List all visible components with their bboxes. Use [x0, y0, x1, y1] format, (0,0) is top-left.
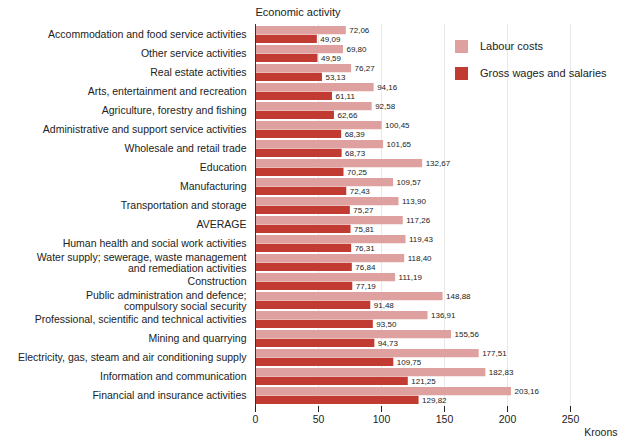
svg-text:92,58: 92,58 [375, 102, 396, 111]
svg-text:76,31: 76,31 [355, 244, 376, 253]
svg-text:177,51: 177,51 [482, 349, 507, 358]
svg-text:100: 100 [373, 413, 391, 425]
svg-text:Mining and quarrying: Mining and quarrying [148, 332, 246, 344]
svg-text:117,26: 117,26 [406, 216, 430, 225]
svg-text:70,25: 70,25 [347, 168, 368, 177]
html-text:Gross wages and salaries: Gross wages and salaries [480, 67, 607, 79]
svg-text:182,83: 182,83 [489, 368, 514, 377]
svg-text:250: 250 [562, 413, 580, 425]
svg-text:203,16: 203,16 [514, 387, 539, 396]
svg-text:100,45: 100,45 [385, 121, 410, 130]
svg-text:101,65: 101,65 [387, 140, 412, 149]
svg-text:Real estate activities: Real estate activities [150, 66, 246, 78]
svg-text:62,66: 62,66 [337, 111, 358, 120]
svg-text:Administrative and support ser: Administrative and support service activ… [43, 123, 247, 135]
svg-text:Electricity, gas, steam and ai: Electricity, gas, steam and air conditio… [18, 351, 247, 363]
svg-text:111,19: 111,19 [399, 273, 423, 282]
svg-text:119,43: 119,43 [409, 235, 433, 244]
svg-text:Public administration and defe: Public administration and defence;compul… [86, 289, 247, 312]
svg-text:Wholesale and retail trade: Wholesale and retail trade [125, 142, 247, 154]
svg-text:148,88: 148,88 [446, 292, 471, 301]
svg-text:136,91: 136,91 [431, 311, 456, 320]
svg-text:69,80: 69,80 [346, 45, 367, 54]
svg-text:Human health and social work a: Human health and social work activities [63, 237, 247, 249]
html-text:Labour costs: Labour costs [480, 40, 543, 52]
svg-text:0: 0 [253, 413, 259, 425]
svg-text:94,73: 94,73 [378, 339, 399, 348]
svg-text:49,09: 49,09 [320, 35, 341, 44]
svg-text:150: 150 [436, 413, 454, 425]
svg-text:Transportation and storage: Transportation and storage [121, 199, 247, 211]
svg-text:109,57: 109,57 [397, 178, 422, 187]
svg-text:Accommodation and food service: Accommodation and food service activitie… [48, 28, 246, 40]
svg-text:53,13: 53,13 [325, 73, 346, 82]
svg-text:200: 200 [499, 413, 517, 425]
svg-text:Manufacturing: Manufacturing [180, 180, 247, 192]
svg-text:Water supply; sewerage, waste: Water supply; sewerage, waste management… [37, 251, 247, 273]
svg-text:68,39: 68,39 [345, 130, 366, 139]
svg-text:129,82: 129,82 [422, 396, 447, 405]
svg-text:77,19: 77,19 [356, 282, 377, 291]
svg-text:50: 50 [313, 413, 325, 425]
svg-text:113,90: 113,90 [402, 197, 426, 206]
svg-text:68,73: 68,73 [345, 149, 366, 158]
svg-text:76,27: 76,27 [355, 64, 376, 73]
svg-text:AVERAGE: AVERAGE [197, 218, 247, 230]
svg-text:Kroons: Kroons [584, 426, 617, 438]
svg-text:Information and communication: Information and communication [100, 370, 247, 382]
svg-text:72,06: 72,06 [349, 26, 370, 35]
svg-text:72,43: 72,43 [350, 187, 371, 196]
svg-text:91,48: 91,48 [374, 301, 395, 310]
svg-text:75,27: 75,27 [353, 206, 374, 215]
svg-text:155,56: 155,56 [455, 330, 480, 339]
svg-text:Professional, scientific and t: Professional, scientific and technical a… [35, 313, 247, 325]
svg-text:118,40: 118,40 [408, 254, 432, 263]
svg-text:Economic activity: Economic activity [256, 6, 341, 18]
svg-text:93,50: 93,50 [376, 320, 397, 329]
svg-text:Construction: Construction [188, 275, 247, 287]
svg-text:75,81: 75,81 [354, 225, 375, 234]
svg-text:Other service activities: Other service activities [141, 47, 247, 59]
svg-text:132,67: 132,67 [426, 159, 451, 168]
svg-text:109,75: 109,75 [397, 358, 422, 367]
svg-text:94,16: 94,16 [377, 83, 398, 92]
svg-text:Education: Education [200, 161, 247, 173]
svg-text:Financial and insurance activi: Financial and insurance activities [92, 389, 246, 401]
svg-text:76,84: 76,84 [355, 263, 376, 272]
svg-text:121,25: 121,25 [411, 377, 436, 386]
svg-text:Arts, entertainment and recrea: Arts, entertainment and recreation [88, 85, 247, 97]
svg-text:61,11: 61,11 [335, 92, 355, 101]
svg-text:49,59: 49,59 [321, 54, 342, 63]
svg-text:Agriculture, forestry and fish: Agriculture, forestry and fishing [102, 104, 247, 116]
